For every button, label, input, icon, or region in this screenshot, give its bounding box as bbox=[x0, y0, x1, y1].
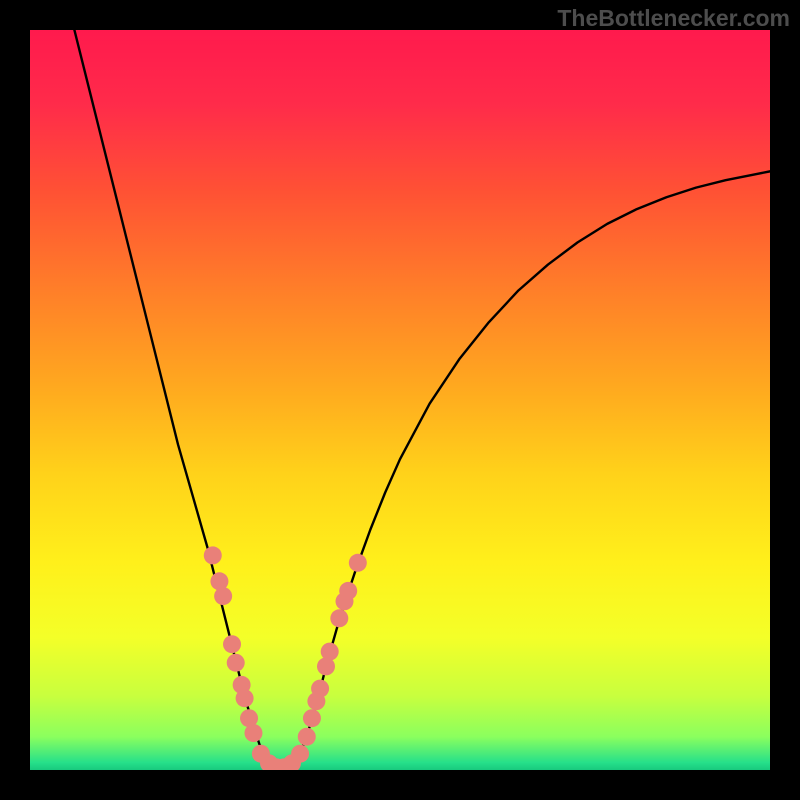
bottleneck-curve bbox=[74, 30, 770, 768]
data-marker bbox=[204, 546, 222, 564]
data-marker bbox=[214, 587, 232, 605]
marker-group bbox=[204, 546, 367, 770]
data-marker bbox=[244, 724, 262, 742]
data-marker bbox=[330, 609, 348, 627]
watermark: TheBottlenecker.com bbox=[557, 5, 790, 32]
chart-svg bbox=[30, 30, 770, 770]
data-marker bbox=[303, 709, 321, 727]
data-marker bbox=[291, 745, 309, 763]
data-marker bbox=[349, 554, 367, 572]
data-marker bbox=[227, 654, 245, 672]
data-marker bbox=[311, 680, 329, 698]
data-marker bbox=[298, 728, 316, 746]
plot-area bbox=[30, 30, 770, 770]
data-marker bbox=[223, 635, 241, 653]
data-marker bbox=[339, 582, 357, 600]
data-marker bbox=[236, 689, 254, 707]
data-marker bbox=[321, 643, 339, 661]
